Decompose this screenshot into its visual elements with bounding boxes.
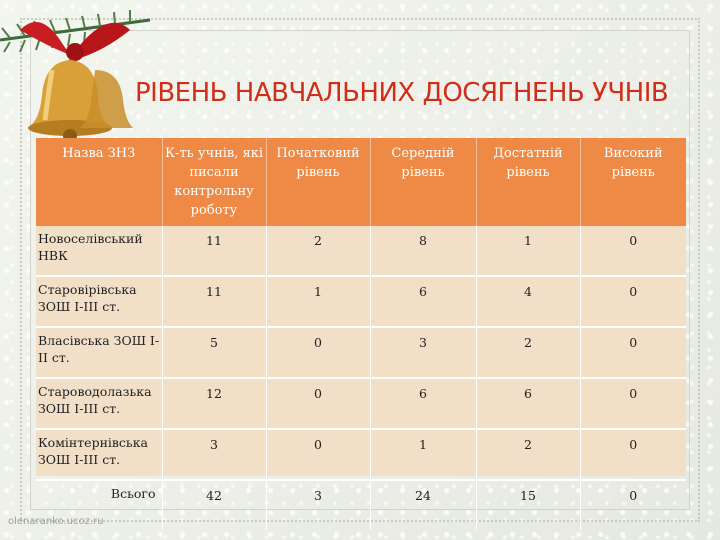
table-cell: 2 xyxy=(476,428,581,480)
table-row: Комінтернівська ЗОШ І-ІІІ ст. 3 0 1 2 0 xyxy=(36,428,686,480)
table-cell: 2 xyxy=(266,226,371,276)
table-cell: 6 xyxy=(476,377,581,429)
page-title: РІВЕНЬ НАВЧАЛЬНИХ ДОСЯГНЕНЬ УЧНІВ xyxy=(135,78,669,108)
table-cell: 1 xyxy=(476,226,581,276)
school-name-cell: Комінтернівська ЗОШ І-ІІІ ст. xyxy=(36,428,163,480)
table-cell: 2 xyxy=(476,326,581,378)
header-school-name: Назва ЗНЗ xyxy=(36,138,163,226)
table-cell: 11 xyxy=(162,275,267,327)
table-cell: 5 xyxy=(162,326,267,378)
table-cell: 12 xyxy=(162,377,267,429)
table-cell: 3 xyxy=(266,479,371,530)
table-total-row: Всього 42 3 24 15 0 xyxy=(36,479,686,530)
table-cell: 0 xyxy=(580,275,686,327)
table-cell: 6 xyxy=(370,275,477,327)
table-cell: 0 xyxy=(580,479,686,530)
school-name-cell: Новоселівський НВК xyxy=(36,226,163,276)
results-table: Назва ЗНЗ К-ть учнів, які писали контрол… xyxy=(36,138,686,530)
christmas-bells-icon xyxy=(0,10,151,143)
table-cell: 0 xyxy=(266,377,371,429)
header-average-level: Середній рівень xyxy=(370,138,477,226)
table-cell: 42 xyxy=(162,479,267,530)
table-cell: 1 xyxy=(370,428,477,480)
table-cell: 8 xyxy=(370,226,477,276)
table-cell: 4 xyxy=(476,275,581,327)
table-cell: 24 xyxy=(370,479,477,530)
table-cell: 15 xyxy=(476,479,581,530)
table-row: Старовірівська ЗОШ І-ІІІ ст. 11 1 6 4 0 xyxy=(36,275,686,327)
school-name-cell: Старовірівська ЗОШ І-ІІІ ст. xyxy=(36,275,163,327)
table-row: Власівська ЗОШ І-ІІ ст. 5 0 3 2 0 xyxy=(36,326,686,378)
school-name-cell: Власівська ЗОШ І-ІІ ст. xyxy=(36,326,163,378)
table-cell: 0 xyxy=(580,326,686,378)
header-initial-level: Початковий рівень xyxy=(266,138,371,226)
total-label-cell: Всього xyxy=(36,479,163,530)
table-cell: 0 xyxy=(580,377,686,429)
table-cell: 0 xyxy=(629,233,638,248)
table-cell: 0 xyxy=(580,428,686,480)
header-sufficient-level: Достатній рівень xyxy=(476,138,581,226)
table-row: Староводолазька ЗОШ І-ІІІ ст. 12 0 6 6 0 xyxy=(36,377,686,429)
header-student-count: К-ть учнів, які писали контрольну роботу xyxy=(162,138,267,226)
school-name-cell: Староводолазька ЗОШ І-ІІІ ст. xyxy=(36,377,163,429)
results-table-container: Назва ЗНЗ К-ть учнів, які писали контрол… xyxy=(36,138,686,530)
table-cell: 3 xyxy=(370,326,477,378)
table-cell: 11 xyxy=(162,226,267,276)
header-high-level: Високий рівень xyxy=(580,138,686,226)
table-cell: 0 xyxy=(266,326,371,378)
table-cell: 3 xyxy=(162,428,267,480)
table-row: Новоселівський НВК 11 2 8 1 0 xyxy=(36,226,686,276)
table-header-row: Назва ЗНЗ К-ть учнів, які писали контрол… xyxy=(36,138,686,226)
table-cell: 1 xyxy=(266,275,371,327)
table-cell: 6 xyxy=(370,377,477,429)
table-cell: 0 xyxy=(266,428,371,480)
site-watermark: olenaranko.ucoz.ru xyxy=(8,516,104,527)
